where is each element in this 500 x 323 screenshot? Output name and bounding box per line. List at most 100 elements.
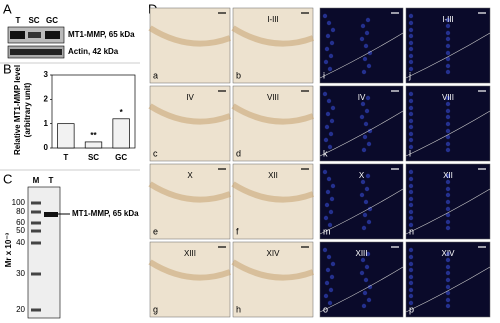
nucleus	[408, 66, 414, 72]
panel-a: A T SC GC MT1-MMP, 65 kDa Actin, 42 kDa	[0, 1, 140, 64]
band	[10, 31, 25, 39]
band-label: Actin, 42 kDa	[68, 47, 119, 56]
stage-label: XII	[268, 171, 278, 180]
nucleus	[325, 189, 331, 195]
y-tick-label: 0	[44, 143, 49, 152]
nucleus	[362, 56, 368, 62]
nucleus	[445, 284, 451, 290]
nucleus	[408, 105, 414, 111]
nucleus	[408, 98, 414, 104]
nucleus	[445, 36, 451, 42]
panel-letter: h	[236, 304, 241, 314]
nucleus	[445, 186, 451, 192]
nucleus	[322, 13, 328, 19]
nucleus	[408, 20, 414, 26]
nucleus	[322, 247, 328, 253]
marker-band	[31, 210, 41, 214]
y-axis-label: Relative MT1-MMP level	[13, 65, 22, 155]
nucleus	[367, 206, 373, 212]
nucleus	[361, 69, 367, 75]
x-tick-label: SC	[88, 153, 99, 162]
nucleus	[327, 222, 333, 228]
nucleus	[323, 137, 329, 143]
nucleus	[408, 293, 414, 299]
panel-letter: p	[409, 304, 414, 314]
nucleus	[408, 91, 414, 97]
stage-label: XIV	[442, 249, 456, 258]
lane-label: T	[16, 16, 21, 25]
nucleus	[408, 144, 414, 150]
nucleus	[330, 105, 336, 111]
nucleus	[363, 199, 369, 205]
y-tick-label: 3	[44, 70, 49, 79]
marker-band	[31, 221, 41, 225]
marker-band	[31, 201, 41, 205]
stage-label: VIII	[442, 93, 454, 102]
micrograph	[319, 163, 404, 240]
y-axis-label: (arbitrary unit)	[23, 82, 32, 137]
y-tick-label: 2	[44, 94, 49, 103]
bar	[112, 118, 130, 149]
nucleus	[408, 169, 414, 175]
nucleus	[323, 59, 329, 65]
stage-label: XIV	[267, 249, 281, 258]
nucleus	[445, 173, 451, 179]
gel	[27, 186, 61, 319]
nucleus	[327, 144, 333, 150]
nucleus	[324, 202, 330, 208]
nucleus	[323, 293, 329, 299]
stage-label: XIII	[355, 249, 367, 258]
band	[44, 212, 58, 217]
nucleus	[408, 40, 414, 46]
tubule-outline	[319, 32, 404, 79]
micrograph	[319, 7, 404, 84]
nucleus	[328, 131, 334, 137]
nucleus	[360, 257, 366, 263]
nucleus	[363, 121, 369, 127]
nucleus	[365, 173, 371, 179]
y-tick-label: 1	[44, 119, 49, 128]
nucleus	[361, 303, 367, 309]
nucleus	[330, 183, 336, 189]
nucleus	[364, 108, 370, 114]
nucleus	[366, 63, 372, 69]
marker-label: 30	[16, 269, 25, 278]
panel-label: B	[3, 61, 12, 76]
nucleus	[445, 134, 451, 140]
nucleus	[445, 212, 451, 218]
panel-letter: m	[323, 226, 331, 236]
nucleus	[408, 247, 414, 253]
band	[10, 49, 62, 55]
bar	[57, 123, 75, 149]
tubule-outline	[405, 188, 491, 235]
nucleus	[322, 91, 328, 97]
bar	[84, 141, 103, 149]
marker-label: 100	[12, 198, 26, 207]
panel-letter: e	[153, 226, 158, 236]
nucleus	[408, 261, 414, 267]
marker-label: 50	[16, 226, 25, 235]
nucleus	[408, 202, 414, 208]
stage-label: I-III	[267, 15, 279, 24]
stage-label: X	[187, 171, 193, 180]
tubule-outline	[405, 110, 491, 157]
nucleus	[329, 274, 335, 280]
nucleus	[408, 196, 414, 202]
lane-label: GC	[46, 16, 58, 25]
nucleus	[445, 23, 451, 29]
panel-letter: n	[409, 226, 414, 236]
nucleus	[408, 53, 414, 59]
nucleus	[330, 261, 336, 267]
nucleus	[365, 95, 371, 101]
band-label: MT1-MMP, 65 kDa	[68, 30, 135, 39]
nucleus	[327, 300, 333, 306]
nucleus	[328, 209, 334, 215]
tubule-texture	[231, 25, 315, 47]
nucleus	[445, 108, 451, 114]
lane-label: M	[33, 176, 40, 185]
nucleus	[360, 23, 366, 29]
tubule-outline	[319, 188, 404, 235]
nucleus	[445, 141, 451, 147]
nucleus	[325, 111, 331, 117]
